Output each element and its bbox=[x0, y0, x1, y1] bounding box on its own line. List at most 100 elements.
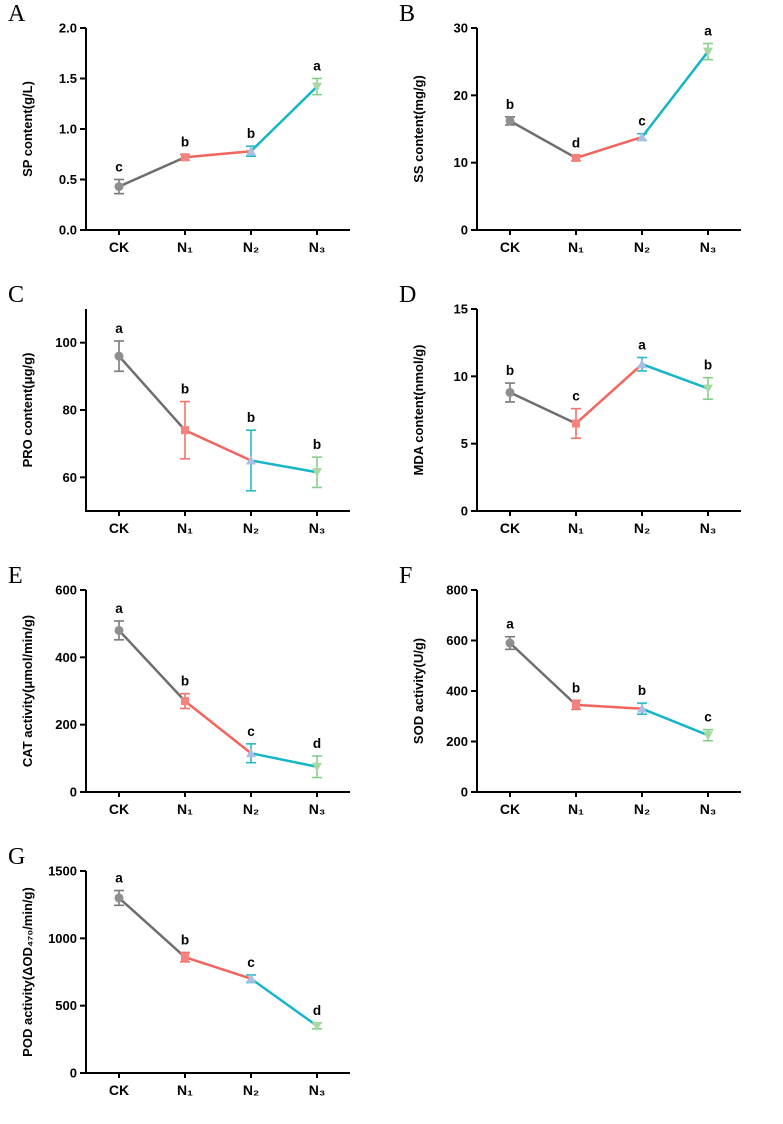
sig-letter: b bbox=[247, 410, 255, 425]
x-tick-label: N₃ bbox=[700, 801, 717, 817]
marker-circle bbox=[505, 116, 515, 126]
y-axis-ticks: 60 80 100 bbox=[55, 335, 86, 485]
sig-letter: c bbox=[704, 710, 712, 725]
panel-d: D 0 5 10 15 CK N₁ N₂ N₃ MDA content(nmol/g) b c a b bbox=[391, 281, 783, 562]
x-axis-ticks: CK N₁ N₂ N₃ bbox=[500, 230, 716, 255]
panel-f: F 0 200 400 600 800 CK N₁ N₂ N₃ SOD activity(U/g)… bbox=[391, 562, 783, 843]
y-tick-label: 0 bbox=[461, 785, 468, 800]
x-tick-label: N₁ bbox=[177, 1082, 193, 1098]
sig-letter: b bbox=[181, 674, 189, 689]
x-axis-ticks: CK N₁ N₂ N₃ bbox=[500, 792, 716, 817]
panel-letter-e: E bbox=[8, 563, 23, 589]
sig-letter: b bbox=[313, 437, 321, 452]
x-axis-ticks: CK N₁ N₂ N₃ bbox=[109, 230, 325, 255]
x-tick-label: CK bbox=[109, 239, 129, 255]
y-tick-label: 0 bbox=[461, 504, 468, 519]
y-tick-label: 200 bbox=[55, 717, 77, 732]
axes: 60 80 100 CK N₁ N₂ N₃ bbox=[55, 309, 350, 536]
marker-circle bbox=[114, 351, 124, 361]
error-bars bbox=[114, 620, 322, 779]
x-tick-label: N₃ bbox=[309, 801, 326, 817]
sig-letters: a b c d bbox=[115, 871, 321, 1018]
sig-letter: a bbox=[115, 321, 123, 336]
chart-svg-C: 60 80 100 CK N₁ N₂ N₃ PRO content(μg/g) a b b b bbox=[20, 309, 350, 536]
markers bbox=[505, 359, 713, 428]
markers bbox=[114, 82, 322, 192]
sig-letter: a bbox=[704, 23, 712, 38]
chart-svg-D: 0 5 10 15 CK N₁ N₂ N₃ MDA content(nmol/g) b c a b bbox=[411, 302, 741, 536]
y-tick-label: 10 bbox=[454, 155, 468, 170]
x-tick-label: CK bbox=[109, 1082, 129, 1098]
y-axis-label: PRO content(μg/g) bbox=[20, 353, 35, 468]
marker-circle bbox=[505, 387, 515, 397]
sig-letter: a bbox=[313, 59, 321, 74]
sig-letter: a bbox=[638, 337, 646, 352]
x-axis-ticks: CK N₁ N₂ N₃ bbox=[109, 511, 325, 536]
marker-triangle-down bbox=[312, 1021, 322, 1031]
chart-mda-content: 0 5 10 15 CK N₁ N₂ N₃ MDA content(nmol/g) b c a b bbox=[407, 285, 767, 562]
axes: 0 200 400 600 800 CK N₁ N₂ N₃ bbox=[446, 583, 741, 817]
x-tick-label: N₁ bbox=[177, 239, 193, 255]
y-axis-label: CAT activity(μmol/min/g) bbox=[20, 615, 35, 767]
marker-triangle-up bbox=[637, 132, 647, 142]
y-tick-label: 1.0 bbox=[59, 122, 77, 137]
y-tick-label: 0 bbox=[70, 1066, 77, 1081]
axes: 0 500 1000 1500 CK N₁ N₂ N₃ bbox=[48, 864, 350, 1098]
x-tick-label: CK bbox=[109, 520, 129, 536]
sig-letter: b bbox=[638, 683, 646, 698]
chart-svg-A: 0.0 0.5 1.0 1.5 2.0 CK N₁ N₂ N₃ SP content(g/L) c b… bbox=[20, 21, 350, 255]
series-line bbox=[508, 641, 710, 737]
x-tick-label: N₁ bbox=[568, 239, 584, 255]
panel-g: G 0 500 1000 1500 CK N₁ N₂ N₃ POD activity(ΔOD₄₇… bbox=[0, 843, 391, 1124]
x-tick-label: N₂ bbox=[243, 520, 259, 536]
sig-letter: b bbox=[506, 363, 514, 378]
x-axis-ticks: CK N₁ N₂ N₃ bbox=[500, 511, 716, 536]
chart-svg-G: 0 500 1000 1500 CK N₁ N₂ N₃ POD activity(ΔOD₄₇₀/… bbox=[20, 864, 350, 1098]
series-line bbox=[117, 85, 319, 188]
chart-sod-activity: 0 200 400 600 800 CK N₁ N₂ N₃ SOD activity(U/g) a b… bbox=[407, 566, 767, 843]
panel-a: A 0.0 0.5 1.0 1.5 2.0 CK N₁ N₂ N₃ SP content(g/L)… bbox=[0, 0, 391, 281]
y-tick-label: 0.0 bbox=[59, 223, 77, 238]
marker-circle bbox=[114, 893, 124, 903]
panel-e: E 0 200 400 600 CK N₁ N₂ N₃ CAT activity(μmol/mi… bbox=[0, 562, 391, 843]
marker-triangle-down bbox=[703, 731, 713, 741]
marker-triangle-down bbox=[312, 468, 322, 478]
x-tick-label: N₂ bbox=[634, 239, 650, 255]
marker-square bbox=[181, 426, 189, 435]
sig-letter: c bbox=[638, 114, 646, 129]
marker-triangle-up bbox=[246, 146, 256, 156]
marker-square bbox=[572, 700, 580, 709]
y-tick-label: 20 bbox=[454, 88, 468, 103]
sig-letters: a b c d bbox=[115, 601, 321, 751]
x-tick-label: N₃ bbox=[309, 520, 326, 536]
sig-letter: b bbox=[572, 680, 580, 695]
marker-square bbox=[572, 153, 580, 162]
y-tick-label: 60 bbox=[63, 470, 77, 485]
sig-letter: c bbox=[572, 389, 580, 404]
sig-letter: b bbox=[181, 932, 189, 947]
chart-ss-content: 0 10 20 30 CK N₁ N₂ N₃ SS content(mg/g) b d c a bbox=[407, 4, 767, 281]
sig-letter: b bbox=[247, 126, 255, 141]
sig-letters: b d c a bbox=[506, 23, 712, 150]
x-tick-label: N₃ bbox=[700, 239, 717, 255]
sig-letter: d bbox=[313, 736, 321, 751]
series-line bbox=[508, 362, 710, 425]
panel-letter-g: G bbox=[8, 844, 26, 870]
markers bbox=[114, 893, 322, 1031]
y-tick-label: 1.5 bbox=[59, 71, 77, 86]
x-tick-label: N₁ bbox=[568, 520, 584, 536]
marker-triangle-up bbox=[637, 703, 647, 713]
marker-triangle-up bbox=[246, 455, 256, 465]
panel-letter-f: F bbox=[399, 563, 413, 589]
marker-triangle-down bbox=[312, 762, 322, 772]
y-tick-label: 600 bbox=[55, 583, 77, 598]
x-tick-label: N₂ bbox=[243, 801, 259, 817]
sig-letter: b bbox=[181, 134, 189, 149]
x-tick-label: CK bbox=[500, 801, 520, 817]
series-line bbox=[508, 50, 710, 160]
y-tick-label: 0 bbox=[461, 223, 468, 238]
chart-svg-E: 0 200 400 600 CK N₁ N₂ N₃ CAT activity(μmol/min/… bbox=[20, 583, 350, 817]
markers bbox=[505, 638, 713, 741]
y-axis-ticks: 0 5 10 15 bbox=[454, 302, 477, 519]
